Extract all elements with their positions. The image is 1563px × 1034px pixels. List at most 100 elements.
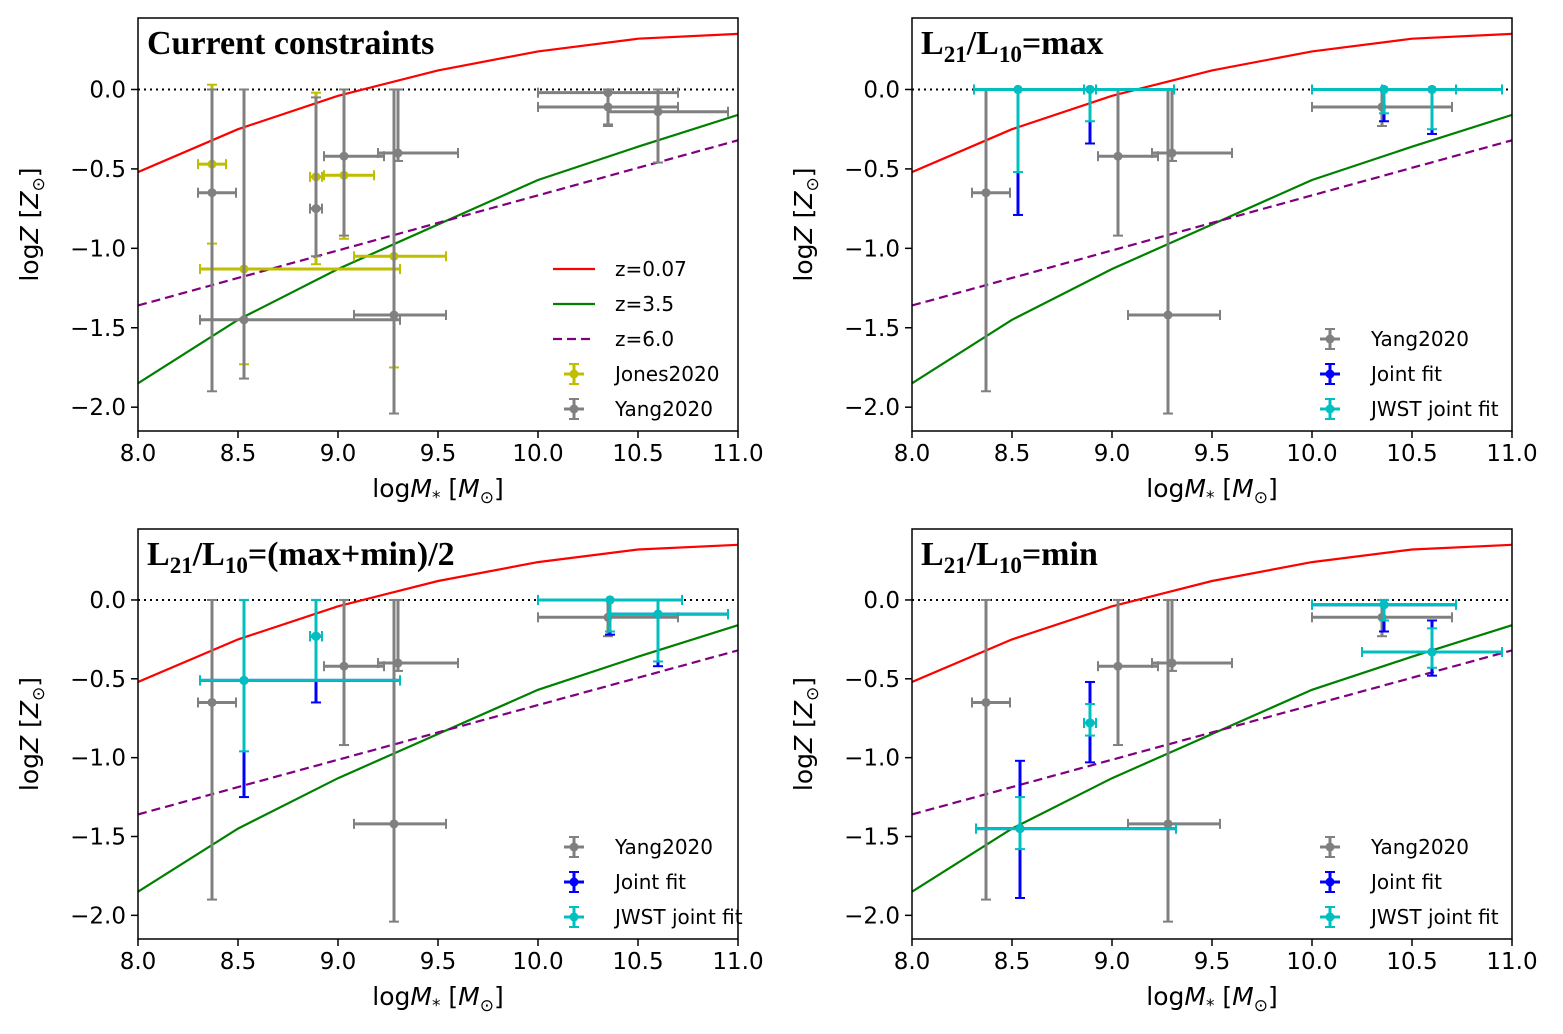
- data-point: [199, 88, 401, 366]
- series-jwst-joint-fit: [975, 598, 1503, 851]
- x-tick-label: 10.5: [1386, 949, 1437, 975]
- series-yang2020: [197, 87, 729, 415]
- x-tick-label: 11.0: [712, 949, 763, 975]
- data-marker: [1085, 84, 1095, 94]
- x-tick-label: 9.5: [1194, 441, 1231, 467]
- panel-3: 8.0 8.5 9.0 9.5 10.0 10.5 11.0 0.0 −0.5 −1.0 −1.5 −…: [15, 528, 764, 1016]
- y-tick-label: 0.0: [89, 588, 126, 614]
- x-tick-label: 9.0: [320, 949, 357, 975]
- data-point: [323, 88, 385, 237]
- x-tick-label: 8.5: [220, 949, 257, 975]
- curve-z-0-07: [912, 32, 1512, 174]
- legend-entry: Joint fit: [564, 870, 686, 894]
- data-marker: [981, 188, 991, 198]
- x-tick-label: 10.5: [612, 949, 663, 975]
- legend-entry: Yang2020: [564, 397, 713, 421]
- legend-label: Yang2020: [614, 835, 713, 859]
- series-yang2020: [971, 598, 1453, 923]
- data-marker: [389, 310, 399, 320]
- legend-label: z=3.5: [615, 292, 674, 316]
- data-point: [1097, 88, 1159, 237]
- data-point: [973, 84, 1175, 174]
- y-tick-label: −2.0: [844, 395, 900, 421]
- data-point: [1381, 84, 1503, 135]
- data-marker: [1113, 661, 1123, 671]
- y-tick-label: −1.0: [70, 236, 126, 262]
- x-axis-label: logM* [M⊙]: [1146, 982, 1278, 1016]
- data-point: [1127, 88, 1221, 415]
- x-tick-label: 8.5: [994, 441, 1031, 467]
- y-tick-label: −2.0: [70, 395, 126, 421]
- legend: z=0.07 z=3.5 z=6.0 Jones2020 Yang2020: [553, 257, 719, 421]
- legend-entry: Joint fit: [1320, 362, 1442, 386]
- data-marker: [311, 631, 321, 641]
- curve-z-0-07: [138, 32, 738, 174]
- panel-4: 8.0 8.5 9.0 9.5 10.0 10.5 11.0 0.0 −0.5 −1.0 −1.5 −…: [789, 528, 1538, 1016]
- legend-label: JWST joint fit: [1369, 397, 1499, 421]
- curve-z-6-0: [138, 139, 738, 307]
- data-marker: [981, 697, 991, 707]
- legend-label: Joint fit: [1369, 362, 1442, 386]
- x-tick-label: 10.0: [512, 949, 563, 975]
- data-marker: [605, 595, 615, 605]
- data-point: [199, 88, 401, 380]
- y-tick-label: −1.5: [844, 825, 900, 851]
- legend-marker: [569, 842, 579, 852]
- x-tick-label: 10.0: [1286, 949, 1337, 975]
- data-marker: [311, 204, 321, 214]
- legend-label: Joint fit: [1369, 870, 1442, 894]
- legend-marker: [569, 369, 579, 379]
- y-tick-label: −1.0: [844, 236, 900, 262]
- data-marker: [1379, 600, 1389, 610]
- data-point: [353, 88, 447, 415]
- legend-marker: [1325, 877, 1335, 887]
- data-point: [199, 598, 401, 753]
- data-point: [197, 598, 237, 901]
- y-axis-label: logZ [Z⊙]: [789, 167, 823, 281]
- y-axis-label: logZ [Z⊙]: [15, 677, 49, 791]
- x-tick-label: 9.5: [420, 441, 457, 467]
- data-point: [1381, 84, 1503, 131]
- x-tick-label: 9.0: [1094, 441, 1131, 467]
- x-tick-label: 9.0: [320, 441, 357, 467]
- data-marker: [1085, 718, 1095, 728]
- series-jwst-joint-fit: [973, 84, 1503, 174]
- curve-z-3-5: [138, 624, 738, 893]
- data-point: [971, 598, 1011, 901]
- data-point: [323, 598, 385, 747]
- legend-label: Jones2020: [613, 362, 719, 386]
- panel-2: 8.0 8.5 9.0 9.5 10.0 10.5 11.0 0.0 −0.5 −1.0 −1.5 −…: [789, 17, 1538, 508]
- curve-z-6-0: [912, 139, 1512, 307]
- data-point: [1151, 88, 1233, 162]
- x-tick-label: 10.5: [1386, 441, 1437, 467]
- data-marker: [1013, 84, 1023, 94]
- data-marker: [1167, 658, 1177, 668]
- legend-entry: Yang2020: [1320, 835, 1469, 859]
- data-marker: [393, 658, 403, 668]
- data-point: [377, 598, 459, 672]
- y-tick-label: −1.5: [70, 825, 126, 851]
- curve-z-0-07: [138, 543, 738, 684]
- data-point: [1311, 598, 1457, 622]
- data-point: [1083, 703, 1097, 737]
- y-tick-label: 0.0: [863, 588, 900, 614]
- data-marker: [1163, 310, 1173, 320]
- legend-entry: Joint fit: [1320, 870, 1442, 894]
- legend-entry: JWST joint fit: [1320, 397, 1499, 421]
- data-point: [1361, 627, 1503, 669]
- y-tick-label: −0.5: [70, 157, 126, 183]
- legend-label: Yang2020: [1370, 327, 1469, 351]
- legend-label: Yang2020: [614, 397, 713, 421]
- curve-z-6-0: [912, 649, 1512, 816]
- x-tick-label: 8.5: [220, 441, 257, 467]
- x-tick-label: 8.0: [894, 441, 931, 467]
- data-marker: [207, 697, 217, 707]
- data-point: [1097, 598, 1159, 747]
- x-tick-label: 10.0: [512, 441, 563, 467]
- data-point: [323, 88, 375, 240]
- legend-entry: Yang2020: [564, 835, 713, 859]
- legend: Yang2020 Joint fit JWST joint fit: [564, 835, 743, 929]
- model-curves: [138, 543, 738, 893]
- data-point: [377, 88, 459, 162]
- data-point: [197, 88, 237, 393]
